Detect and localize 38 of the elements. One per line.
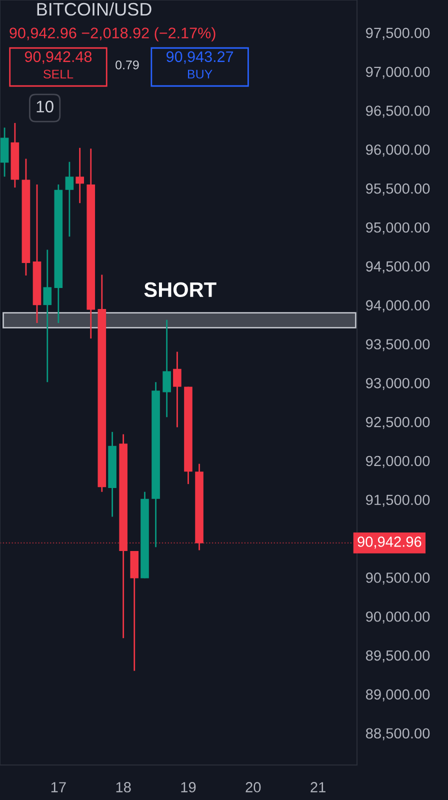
annotation: 90,942.48 xyxy=(24,51,92,64)
annotation: 0.79 xyxy=(116,60,139,70)
y-tick-label: 90,000.00 xyxy=(366,611,430,624)
band-label: SHORT xyxy=(144,282,216,298)
y-tick-label: 93,000.00 xyxy=(366,378,430,390)
x-tick-label: 18 xyxy=(116,782,131,792)
y-tick-label: 90,500.00 xyxy=(366,572,430,585)
y-tick-label: 92,500.00 xyxy=(366,416,430,429)
candlestick xyxy=(76,147,84,204)
annotation: BUY xyxy=(188,70,212,79)
y-tick-label: 89,500.00 xyxy=(366,650,430,662)
y-tick-label: 94,000.00 xyxy=(366,300,430,312)
y-tick-label: 92,000.00 xyxy=(366,456,430,468)
candlestick xyxy=(43,249,52,383)
y-tick-label: 91,500.00 xyxy=(366,494,430,507)
annotation: 10 xyxy=(36,100,54,112)
text: 90,942.96 −2,018.92 (−2.17%) xyxy=(10,27,216,42)
candlestick xyxy=(173,351,182,428)
y-tick-label: 96,000.00 xyxy=(366,144,430,157)
y-tick-label: 94,500.00 xyxy=(366,261,430,274)
ref-line-label: 90,942.96 xyxy=(358,536,422,549)
chart-title: BITCOIN/USD xyxy=(37,2,152,16)
y-tick-label: 88,500.00 xyxy=(366,728,430,740)
x-tick-label: 21 xyxy=(310,782,326,792)
annotation: 90,943.27 xyxy=(166,51,234,64)
y-tick-label: 95,000.00 xyxy=(366,222,430,234)
x-tick-label: 17 xyxy=(51,782,66,792)
annotation: SELL xyxy=(44,70,74,79)
x-tick-label: 20 xyxy=(246,782,261,792)
x-tick-label: 19 xyxy=(181,782,196,792)
y-tick-label: 97,000.00 xyxy=(366,66,430,79)
candlestick xyxy=(162,319,171,418)
y-tick-label: 93,500.00 xyxy=(366,339,430,352)
y-tick-label: 96,500.00 xyxy=(366,106,430,118)
candlestick xyxy=(65,161,74,238)
y-tick-label: 89,000.00 xyxy=(366,689,430,702)
y-tick-label: 97,500.00 xyxy=(366,28,430,40)
y-tick-label: 95,500.00 xyxy=(366,183,430,196)
